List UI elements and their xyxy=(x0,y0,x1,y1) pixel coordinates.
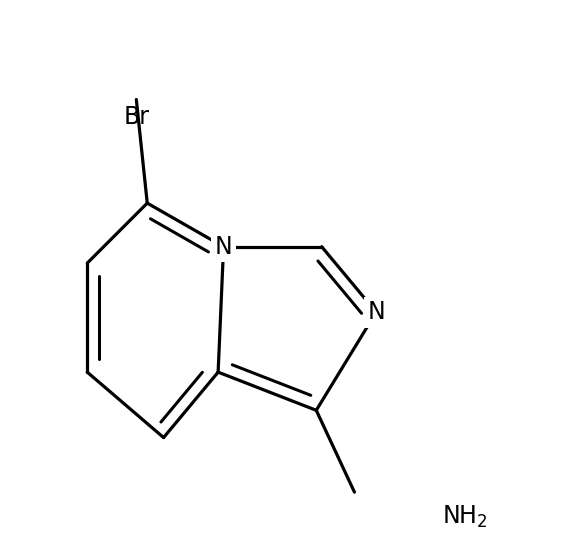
Text: Br: Br xyxy=(123,105,149,129)
Text: N: N xyxy=(368,300,385,324)
Text: N: N xyxy=(214,235,232,259)
Text: NH$_2$: NH$_2$ xyxy=(442,504,487,530)
